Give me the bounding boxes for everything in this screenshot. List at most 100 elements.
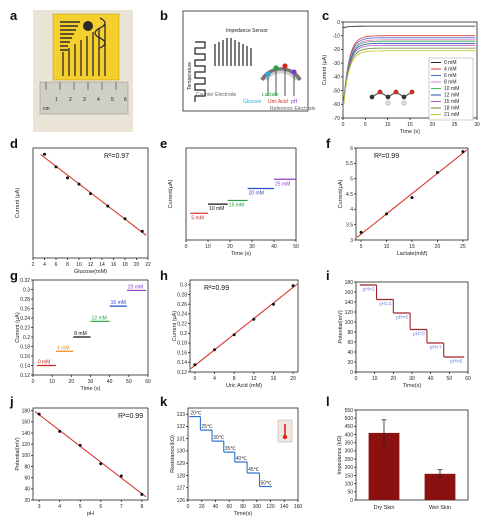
- y-tick-label: 120: [22, 442, 31, 448]
- x-tick-label: 60: [226, 504, 232, 510]
- x-axis-label: pH: [87, 511, 94, 517]
- data-point: [291, 284, 295, 288]
- y-tick-label: 0.16: [20, 354, 30, 360]
- x-tick-label: 14: [99, 262, 105, 268]
- x-tick-label: 8: [140, 504, 143, 510]
- plot-frame: [185, 147, 297, 241]
- y-axis-label: Potential(mV): [15, 437, 21, 470]
- legend-entry: 6 mM: [444, 73, 457, 79]
- y-tick-label: 0.12: [177, 370, 187, 376]
- ruler: [39, 81, 129, 115]
- y-tick-label: 4: [350, 207, 353, 213]
- plot-frame: [189, 279, 299, 373]
- y-tick-label: 131: [177, 436, 186, 442]
- schematic-label-uric-acid: Uric Acid: [268, 99, 288, 105]
- x-tick-label: 5: [79, 504, 82, 510]
- x-axis-label: Time (s): [81, 386, 101, 392]
- y-tick-label: -20: [333, 47, 340, 53]
- schematic-title: Impedance Sensor: [226, 28, 268, 34]
- chart-e: 0 10 20 30 40 50 Time (s) Current(µA) 5 mM 10 mM 1…: [168, 147, 299, 257]
- y-tick-label: 0.2: [180, 331, 187, 337]
- step-label: 20℃: [190, 411, 202, 417]
- x-tick-label: 2: [32, 262, 35, 268]
- chart-h: 0 4 8 12 16 20 0.12 0.14 0.16 0.18 0.2 0.22 0.24 0.26…: [172, 279, 299, 389]
- ph-electrode: [291, 69, 297, 75]
- series-line: [342, 40, 476, 109]
- y-tick-label: 0.24: [177, 312, 187, 318]
- data-point: [89, 192, 92, 196]
- y-tick-label: 0.3: [23, 287, 30, 293]
- y-tick-label: 140: [345, 300, 354, 306]
- y-tick-label: 3: [350, 238, 353, 244]
- x-tick-label: 25: [460, 244, 466, 250]
- schematic-label-counter: Counter Electrode: [196, 92, 237, 98]
- ruler-number: 6: [124, 97, 127, 103]
- y-tick-label: 80: [24, 464, 30, 470]
- y-axis-label: Potential(mV): [338, 310, 344, 343]
- y-tick-label: 120: [345, 310, 354, 316]
- x-tick-label: 10: [49, 379, 55, 385]
- data-point: [140, 229, 144, 233]
- y-tick-label: 5: [350, 176, 353, 182]
- ruler-unit: cm: [43, 106, 50, 112]
- y-tick-label: -60: [333, 102, 340, 108]
- x-tick-label: 3: [38, 504, 41, 510]
- y-tick-label: 5.5: [346, 161, 353, 167]
- y-tick-label: 60: [24, 475, 30, 481]
- data-point: [43, 152, 46, 156]
- data-point: [77, 182, 81, 186]
- fit-line: [34, 411, 147, 498]
- y-tick-label: 100: [345, 320, 354, 326]
- y-tick-label: 0.22: [20, 325, 30, 331]
- x-tick-label: 40: [107, 379, 113, 385]
- x-tick-label: 10: [384, 244, 390, 250]
- step-label: pH=6: [413, 332, 425, 338]
- x-tick-label: 20: [290, 376, 296, 382]
- y-tick-label: 129: [177, 461, 186, 467]
- y-tick-label: -10: [333, 34, 340, 40]
- x-tick-label: 20: [199, 504, 205, 510]
- y-tick-label: 3.5: [346, 222, 353, 228]
- x-tick-label: 0: [355, 376, 358, 382]
- y-tick-label: 180: [345, 280, 354, 286]
- y-tick-label: 80: [347, 330, 353, 336]
- y-tick-label: -70: [333, 116, 340, 122]
- x-tick-label: 30: [409, 376, 415, 382]
- y-tick-label: 550: [345, 408, 354, 414]
- y-tick-label: 400: [345, 432, 354, 438]
- ruler-number: 5: [111, 97, 114, 103]
- panel-label-c: c: [322, 8, 329, 23]
- x-tick-label: 8: [66, 262, 69, 268]
- data-point: [252, 317, 256, 321]
- x-tick-label: 15: [407, 122, 413, 128]
- series-line: [342, 37, 476, 109]
- step-label: 30℃: [213, 435, 225, 441]
- r-squared-annotation: R²=0.99: [374, 153, 399, 160]
- y-tick-label: 127: [177, 486, 186, 492]
- step-label: 4 mM: [57, 345, 70, 351]
- series-line: [342, 42, 476, 109]
- ruler-number: 1: [55, 97, 58, 103]
- step-label: 16 mM: [111, 300, 126, 306]
- y-axis-label: Current(µA): [168, 179, 174, 208]
- series-line: [342, 47, 476, 109]
- schematic-label-reference: Reference Electrode: [270, 106, 316, 112]
- y-tick-label: 130: [177, 449, 186, 455]
- x-axis-label: Time (s): [400, 129, 420, 135]
- x-tick-label: 20: [227, 244, 233, 250]
- step-label: 50℃: [261, 481, 273, 487]
- y-tick-label: 150: [345, 473, 354, 479]
- x-tick-label: 160: [294, 504, 303, 510]
- chart-k: 0 20 40 60 80 100 120 140 160 126 127 128 129 130 131 1…: [170, 407, 303, 517]
- counter-electrode-arc: [260, 67, 302, 82]
- y-tick-label: 0.28: [177, 292, 187, 298]
- thermometer-icon: [277, 419, 293, 443]
- panel-label-e: e: [160, 136, 167, 151]
- series-line: [342, 35, 476, 109]
- x-tick-label: 120: [266, 504, 275, 510]
- x-tick-label: 22: [145, 262, 151, 268]
- data-point: [271, 302, 275, 306]
- data-point: [58, 429, 62, 433]
- data-point: [385, 212, 389, 216]
- x-tick-label: 80: [240, 504, 246, 510]
